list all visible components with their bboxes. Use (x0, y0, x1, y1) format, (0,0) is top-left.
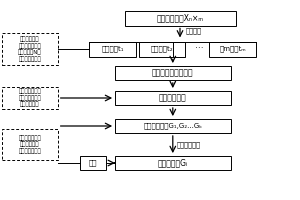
Bar (80, 156, 106, 170)
Text: 原始训练样本G₁,G₂...Gₖ: 原始训练样本G₁,G₂...Gₖ (143, 123, 202, 129)
Text: 添加: 添加 (89, 160, 97, 166)
Text: ···: ··· (195, 45, 204, 53)
Bar (115, 119, 230, 133)
Bar (115, 66, 230, 80)
Bar (115, 156, 230, 170)
Bar (89, 42, 136, 56)
Text: 第m主元tₘ: 第m主元tₘ (219, 46, 246, 52)
Text: 分析主元贡献
率，并根据实际
情况确定前N个
主元为研究对象: 分析主元贡献 率，并根据实际 情况确定前N个 主元为研究对象 (18, 36, 42, 62)
Text: 确定需重点分析主元: 确定需重点分析主元 (152, 68, 194, 77)
Text: 数学特征提取: 数学特征提取 (159, 94, 187, 102)
Text: 根据原始实验样
本，提取利于分
类的数学特征: 根据原始实验样 本，提取利于分 类的数学特征 (19, 89, 41, 107)
Text: 主元分析: 主元分析 (185, 28, 201, 34)
Bar (139, 42, 185, 56)
Text: 新样本归类Gᵢ: 新样本归类Gᵢ (158, 158, 188, 168)
Bar (2, 87, 58, 109)
Bar (2, 33, 58, 65)
Text: 特性参数数据Xₙ×ₘ: 特性参数数据Xₙ×ₘ (157, 14, 203, 22)
Bar (124, 10, 236, 25)
Text: 添加新判别样本
至原有训练样
本，实现自学习: 添加新判别样本 至原有训练样 本，实现自学习 (19, 135, 41, 154)
Bar (209, 42, 256, 56)
Text: 第二主元t₂: 第二主元t₂ (151, 46, 173, 52)
Bar (115, 91, 230, 105)
Text: 距离判别分析: 距离判别分析 (177, 141, 201, 148)
Bar (2, 129, 58, 160)
Text: 第一主元t₁: 第一主元t₁ (101, 46, 124, 52)
